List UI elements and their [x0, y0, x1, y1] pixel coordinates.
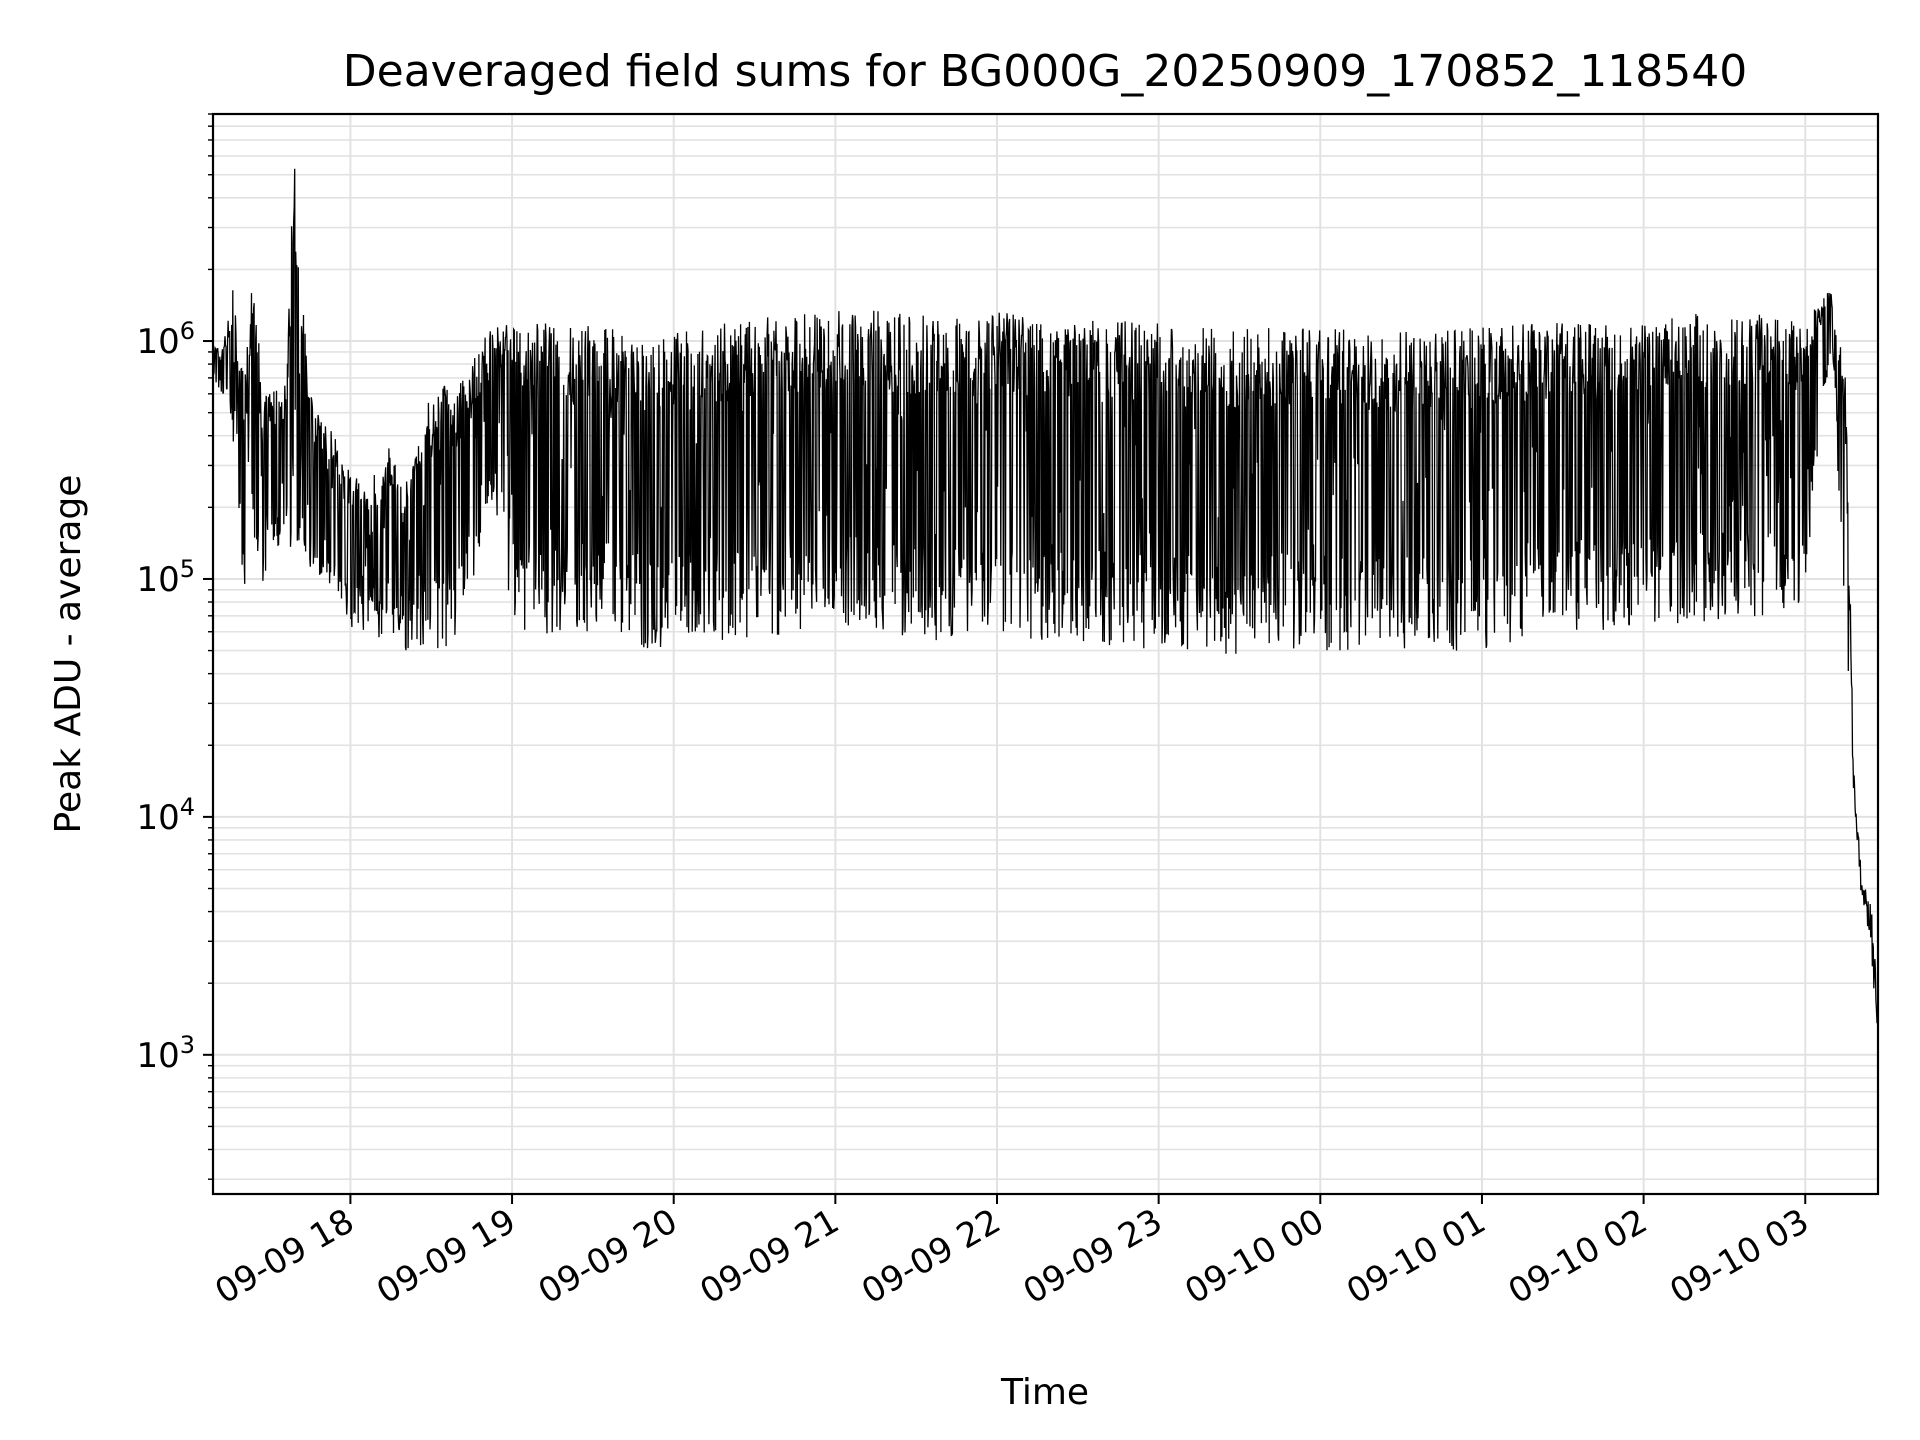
plot-frame [211, 112, 1880, 1196]
y-axis-label: Peak ADU - average [48, 475, 89, 834]
x-axis-label: Time [1000, 1372, 1089, 1413]
y-tick-label: 105 [136, 555, 195, 600]
y-tick-label: 104 [136, 793, 195, 838]
y-tick-label: 106 [136, 317, 195, 362]
series-line [212, 168, 1879, 1034]
data-layer [212, 168, 1879, 1034]
y-tick-label: 103 [136, 1031, 195, 1076]
chart-title: Deaveraged field sums for BG000G_2025090… [343, 46, 1747, 97]
y-axis: 103 104 105 106 [136, 113, 213, 1180]
grid-layer [213, 113, 1878, 1194]
